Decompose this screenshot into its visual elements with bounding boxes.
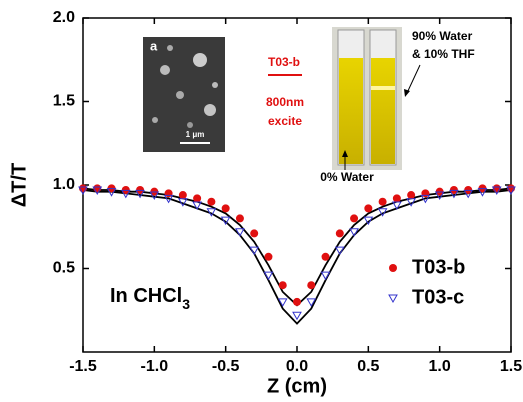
data-point [221, 204, 230, 213]
y-tick-label: 1.5 [53, 93, 75, 110]
data-point [207, 197, 216, 206]
data-point [320, 271, 331, 281]
x-tick-label: 1.5 [500, 358, 522, 375]
sem-inset: a 1 μm [143, 37, 225, 152]
x-tick-label: 1.0 [429, 358, 451, 375]
data-point [449, 189, 459, 199]
data-point [192, 201, 202, 211]
data-point [421, 189, 430, 198]
data-point [463, 189, 474, 199]
scale-bar-label: 1 μm [186, 130, 205, 139]
y-tick-label: 2.0 [53, 9, 75, 26]
data-point [164, 189, 173, 198]
data-point [163, 194, 174, 204]
data-point [491, 186, 502, 196]
data-point [406, 198, 416, 207]
vial-inset: T03-b 800nm excite 0% Water 90% Water & … [266, 27, 475, 184]
annotation-subscript: 3 [182, 296, 190, 312]
data-point [349, 228, 359, 237]
data-point [377, 208, 388, 217]
data-point [263, 271, 274, 281]
data-point [363, 216, 374, 226]
data-point [178, 191, 187, 200]
inset-text: T03-b [268, 55, 300, 69]
y-tick-label: 0.5 [53, 260, 75, 277]
data-point [277, 298, 288, 307]
data-point [92, 186, 103, 196]
data-point [149, 191, 160, 201]
data-point [364, 204, 373, 213]
inset-text: excite [268, 114, 302, 128]
inset-text: 0% Water [320, 170, 374, 184]
y-axis-label: ΔT/T [8, 163, 30, 207]
data-point [306, 298, 317, 307]
data-point [278, 281, 287, 290]
data-point [293, 297, 301, 306]
data-point [78, 186, 88, 196]
x-tick-label: 0.5 [357, 358, 379, 375]
x-axis-label: Z (cm) [267, 375, 327, 397]
data-point [120, 189, 131, 199]
data-point [264, 252, 273, 261]
x-tick-label: -1.0 [141, 358, 169, 375]
legend-marker [388, 294, 398, 304]
data-point [321, 252, 330, 261]
inset-text: & 10% THF [412, 47, 475, 61]
data-point [392, 194, 401, 203]
x-tick-label: -0.5 [212, 358, 240, 375]
data-point [335, 229, 344, 238]
data-point [307, 281, 316, 290]
x-tick-label: -1.5 [69, 358, 97, 375]
data-point [292, 311, 302, 321]
data-point [250, 229, 259, 238]
inset-text: 90% Water [412, 29, 473, 43]
data-point [135, 189, 145, 199]
fit-line [82, 189, 512, 325]
data-point [477, 188, 488, 197]
data-point [106, 188, 117, 197]
inset-text: 800nm [266, 95, 304, 109]
data-point [206, 208, 217, 217]
x-tick-label: 0.0 [286, 358, 308, 375]
data-point [193, 194, 202, 203]
data-point [178, 198, 188, 207]
data-point [378, 197, 387, 206]
data-point [407, 191, 416, 200]
data-point [220, 216, 231, 226]
data-point [506, 186, 516, 196]
data-point [334, 246, 345, 256]
data-point [434, 191, 445, 201]
data-point [249, 246, 260, 256]
data-point [420, 194, 431, 204]
annotation-text: In CHCl [110, 285, 182, 307]
inset-label: a [150, 38, 158, 53]
legend-label: T03-b [412, 256, 465, 278]
data-point [350, 214, 359, 223]
y-tick-label: 1.0 [53, 176, 75, 193]
annotation: In CHCl3 [110, 285, 190, 311]
legend-label: T03-c [412, 286, 464, 308]
data-point [235, 228, 245, 237]
legend-marker [389, 264, 397, 272]
data-point [392, 201, 402, 211]
data-point [235, 214, 244, 223]
